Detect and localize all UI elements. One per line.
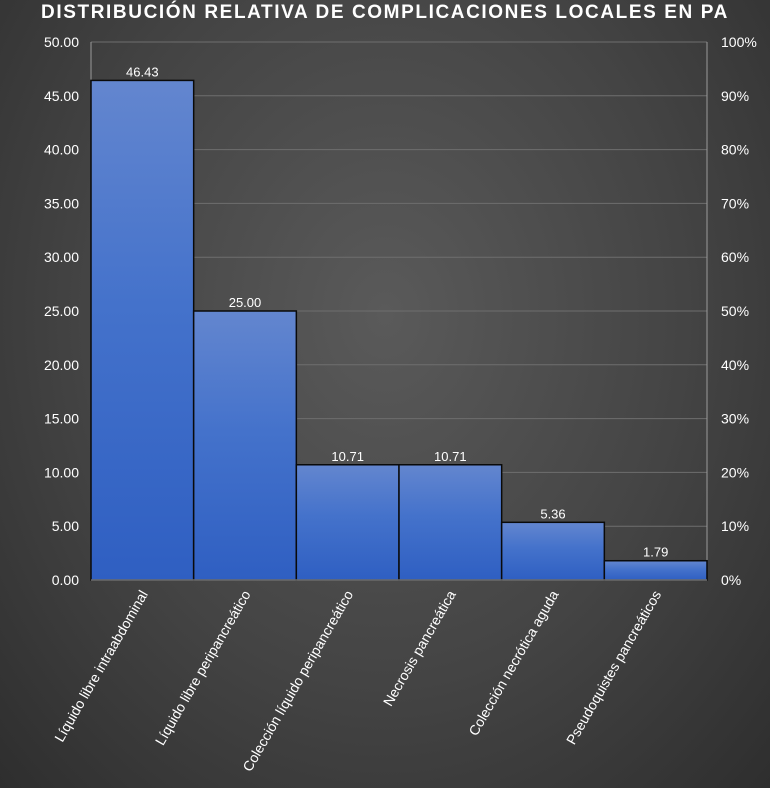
data-label: 46.43 xyxy=(126,64,159,79)
y2-tick-label: 100% xyxy=(721,34,757,50)
x-tick-label: Líquido libre intraabdominal xyxy=(51,588,151,745)
data-label: 5.36 xyxy=(540,506,565,521)
y-tick-label: 35.00 xyxy=(44,195,79,211)
y2-tick-label: 70% xyxy=(721,195,749,211)
data-label: 25.00 xyxy=(229,295,262,310)
chart-title: DISTRIBUCIÓN RELATIVA DE COMPLICACIONES … xyxy=(41,2,729,23)
y2-tick-label: 60% xyxy=(721,249,749,265)
y2-tick-label: 10% xyxy=(721,518,749,534)
data-label: 10.71 xyxy=(434,449,467,464)
y-tick-label: 40.00 xyxy=(44,142,79,158)
y-tick-label: 5.00 xyxy=(52,518,79,534)
y-tick-label: 0.00 xyxy=(52,572,79,588)
y2-tick-label: 0% xyxy=(721,572,741,588)
y2-tick-label: 20% xyxy=(721,464,749,480)
bar xyxy=(90,79,195,581)
x-tick-label: Colección necrótica aguda xyxy=(465,587,561,738)
y-tick-label: 30.00 xyxy=(44,249,79,265)
y2-tick-label: 50% xyxy=(721,303,749,319)
y-tick-label: 50.00 xyxy=(44,34,79,50)
y-tick-label: 25.00 xyxy=(44,303,79,319)
y-tick-label: 15.00 xyxy=(44,411,79,427)
y-tick-label: 20.00 xyxy=(44,357,79,373)
x-tick-label: Colección líquido peripancreático xyxy=(239,587,356,774)
x-tick-label: Pseudoquistes pancreáticos xyxy=(563,588,664,748)
data-label: 10.71 xyxy=(331,449,364,464)
x-tick-label: Líquido libre peripancreático xyxy=(152,587,254,748)
y-tick-label: 45.00 xyxy=(44,88,79,104)
x-tick-label: Necrosis pancreática xyxy=(380,587,459,708)
data-label: 1.79 xyxy=(643,545,668,560)
bar xyxy=(398,464,503,581)
y2-tick-label: 90% xyxy=(721,88,749,104)
y2-tick-label: 40% xyxy=(721,357,749,373)
y2-tick-label: 30% xyxy=(721,411,749,427)
bar xyxy=(295,464,400,581)
y-tick-label: 10.00 xyxy=(44,464,79,480)
bar xyxy=(500,521,606,581)
bar xyxy=(603,559,708,581)
bar xyxy=(192,310,298,581)
y2-tick-label: 80% xyxy=(721,142,749,158)
